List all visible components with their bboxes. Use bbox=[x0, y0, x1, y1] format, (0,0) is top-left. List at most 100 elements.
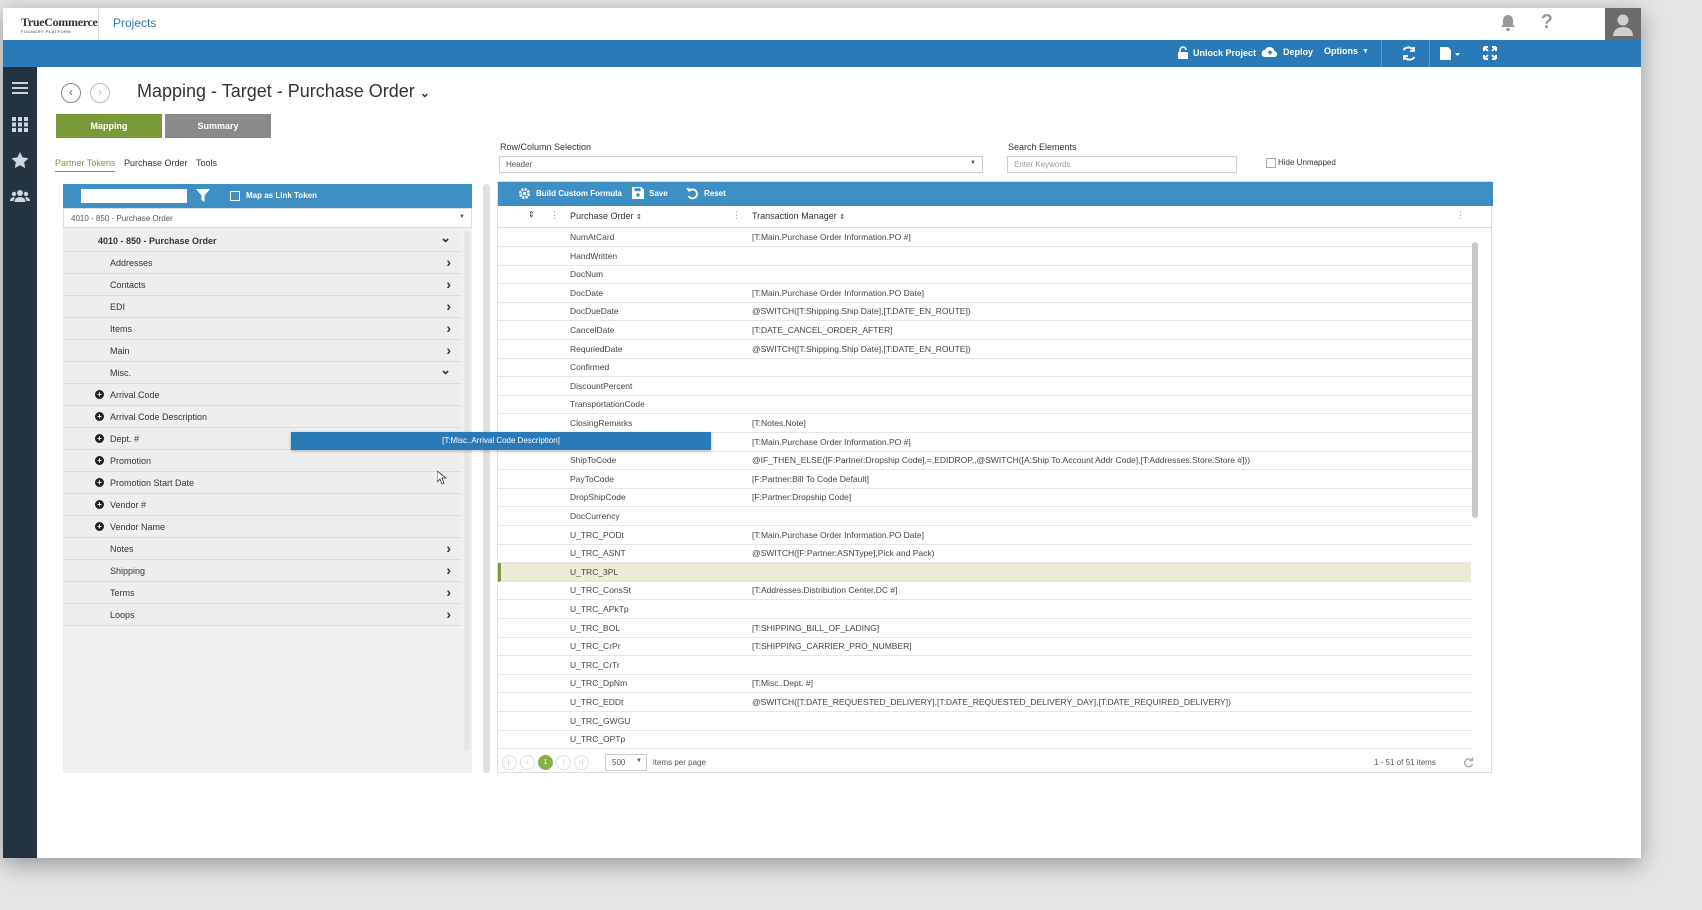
table-row[interactable]: U_TRC_CrTr bbox=[498, 656, 1471, 675]
tree-group[interactable]: Loops › bbox=[63, 604, 461, 626]
table-row[interactable]: U_TRC_PODt [T:Main.Purchase Order Informa… bbox=[498, 526, 1471, 545]
expand-plus-icon[interactable]: + bbox=[95, 434, 104, 443]
transaction-manager-mapping[interactable]: @SWITCH([F:Partner:ASNType],Pick and Pac… bbox=[752, 548, 935, 559]
column-transaction-manager[interactable]: Transaction Manager ⇕ bbox=[752, 211, 845, 221]
first-page-icon[interactable]: |‹ bbox=[502, 755, 517, 770]
table-row[interactable]: RequriedDate @SWITCH([T:Shipping.Ship Dat… bbox=[498, 340, 1471, 359]
token-item[interactable]: + Promotion Start Date bbox=[63, 472, 461, 494]
transaction-manager-mapping[interactable]: @IF_THEN_ELSE([F:Partner:Dropship Code],… bbox=[752, 455, 1251, 466]
tree-scrollbar[interactable] bbox=[464, 231, 470, 751]
message-type-select[interactable]: 4010 - 850 - Purchase Order ▼ bbox=[63, 208, 472, 228]
transaction-manager-mapping[interactable]: [T:Main.Purchase Order Information.PO Da… bbox=[752, 287, 924, 298]
table-row[interactable]: U_TRC_ConsSt [T:Addresses.Distribution Ce… bbox=[498, 581, 1471, 601]
page-size-select[interactable]: 500 ▼ bbox=[605, 754, 647, 771]
tree-root[interactable]: 4010 - 850 - Purchase Order ⌄ bbox=[63, 230, 461, 252]
column-menu-icon[interactable]: ⋮ bbox=[550, 210, 559, 220]
transaction-manager-mapping[interactable]: @SWITCH([T:Shipping.Ship Date],[T:DATE_E… bbox=[752, 306, 971, 317]
table-row[interactable]: U_TRC_CrPr [T:SHIPPING_CARRIER_PRO_NUMBER… bbox=[498, 637, 1471, 657]
table-row[interactable]: ClosingRemarks [T:Notes.Note] bbox=[498, 414, 1471, 433]
expand-plus-icon[interactable]: + bbox=[95, 412, 104, 421]
help-icon[interactable]: ? bbox=[1540, 11, 1553, 33]
transaction-manager-mapping[interactable]: [T:SHIPPING_CARRIER_PRO_NUMBER] bbox=[752, 641, 912, 652]
transaction-manager-mapping[interactable]: [T:DATE_CANCEL_ORDER_AFTER] bbox=[752, 325, 893, 335]
deploy-button[interactable]: Deploy bbox=[1261, 46, 1313, 58]
tree-group[interactable]: Main › bbox=[63, 340, 461, 362]
token-item[interactable]: + Vendor Name bbox=[63, 516, 461, 538]
table-row[interactable]: HandWritten bbox=[498, 247, 1471, 266]
table-row[interactable]: DocCurrency bbox=[498, 507, 1471, 526]
expand-plus-icon[interactable]: + bbox=[95, 478, 104, 487]
dragged-token[interactable]: [T:Misc..Arrival Code Description] bbox=[291, 432, 711, 450]
table-row[interactable]: U_TRC_BOL [T:SHIPPING_BILL_OF_LADING] bbox=[498, 619, 1471, 638]
tree-group[interactable]: Addresses › bbox=[63, 252, 461, 274]
reset-button[interactable]: Reset bbox=[686, 187, 726, 200]
hide-unmapped-checkbox[interactable] bbox=[1266, 158, 1276, 168]
unlock-project-button[interactable]: Unlock Project bbox=[1177, 46, 1256, 59]
transaction-manager-mapping[interactable]: [T:Addresses.Distribution Center.DC #] bbox=[752, 585, 898, 596]
filter-icon[interactable] bbox=[196, 189, 210, 203]
build-custom-formula-button[interactable]: Build Custom Formula bbox=[518, 187, 622, 200]
sort-icon[interactable]: ⇕ bbox=[528, 210, 535, 219]
avatar[interactable] bbox=[1605, 8, 1641, 40]
table-row[interactable]: Confirmed bbox=[498, 358, 1471, 378]
tree-group[interactable]: Shipping › bbox=[63, 560, 461, 582]
prev-page-icon[interactable]: ‹ bbox=[520, 755, 535, 770]
users-icon[interactable] bbox=[10, 187, 30, 205]
transaction-manager-mapping[interactable]: [T:Notes.Note] bbox=[752, 418, 806, 428]
expand-plus-icon[interactable]: + bbox=[95, 500, 104, 509]
nav-projects-link[interactable]: Projects bbox=[113, 16, 157, 30]
token-item[interactable]: + Arrival Code bbox=[63, 384, 461, 406]
bell-icon[interactable] bbox=[1500, 14, 1516, 32]
column-purchase-order[interactable]: Purchase Order ⇕ bbox=[570, 211, 642, 221]
transaction-manager-mapping[interactable]: [T:Main.Purchase Order Information.PO Da… bbox=[752, 529, 924, 540]
options-menu[interactable]: Options ▼ bbox=[1324, 46, 1369, 56]
menu-icon[interactable] bbox=[10, 79, 30, 97]
map-link-token-checkbox[interactable] bbox=[230, 191, 240, 201]
table-row[interactable]: DocDueDate @SWITCH([T:Shipping.Ship Date]… bbox=[498, 302, 1471, 322]
table-row[interactable]: DocDate [T:Main.Purchase Order Informatio… bbox=[498, 284, 1471, 303]
token-item[interactable]: + Arrival Code Description bbox=[63, 406, 461, 428]
table-row[interactable]: DropShipCode [F:Partner:Dropship Code] bbox=[498, 488, 1471, 508]
table-row[interactable]: DiscountPercent bbox=[498, 377, 1471, 396]
transaction-manager-mapping[interactable]: [T:Main.Purchase Order Information.PO #] bbox=[752, 436, 911, 447]
transaction-manager-mapping[interactable]: [T:SHIPPING_BILL_OF_LADING] bbox=[752, 622, 880, 633]
tree-group[interactable]: EDI › bbox=[63, 296, 461, 318]
table-row[interactable]: CancelDate [T:DATE_CANCEL_ORDER_AFTER] bbox=[498, 321, 1471, 340]
table-row[interactable]: TransportationCode bbox=[498, 395, 1471, 415]
token-item[interactable]: + Vendor # bbox=[63, 494, 461, 516]
transaction-manager-mapping[interactable]: [F:Partner:Dropship Code] bbox=[752, 492, 852, 503]
tree-group[interactable]: Notes › bbox=[63, 538, 461, 560]
expand-plus-icon[interactable]: + bbox=[95, 390, 104, 399]
table-row[interactable]: U_TRC_EDDt @SWITCH([T:DATE_REQUESTED_DELI… bbox=[498, 693, 1471, 712]
column-menu-icon[interactable]: ⋮ bbox=[1456, 210, 1465, 220]
transaction-manager-mapping[interactable]: @SWITCH([T:DATE_REQUESTED_DELIVERY],[T:D… bbox=[752, 697, 1231, 707]
file-export-icon[interactable] bbox=[1439, 46, 1461, 61]
tab-mapping[interactable]: Mapping bbox=[56, 114, 162, 138]
table-row[interactable]: ShipToCode @IF_THEN_ELSE([F:Partner:Drops… bbox=[498, 451, 1471, 471]
forward-button[interactable]: › bbox=[90, 83, 110, 103]
expand-icon[interactable] bbox=[1483, 46, 1497, 60]
token-item[interactable]: + Promotion bbox=[63, 450, 461, 472]
save-button[interactable]: Save bbox=[632, 187, 668, 199]
row-column-select[interactable]: Header ▼ bbox=[499, 156, 983, 173]
transaction-manager-mapping[interactable]: [F:Partner:Bill To Code Default] bbox=[752, 473, 870, 484]
table-row[interactable]: U_TRC_DpNm [T:Misc..Dept. #] bbox=[498, 674, 1471, 694]
table-row[interactable]: U_TRC_GWGU bbox=[498, 712, 1471, 731]
tree-group-misc[interactable]: Misc. ⌄ bbox=[63, 362, 461, 384]
transaction-manager-mapping[interactable]: [T:Main.Purchase Order Information.PO #] bbox=[752, 232, 911, 242]
tree-group[interactable]: Contacts › bbox=[63, 274, 461, 296]
star-icon[interactable] bbox=[10, 151, 30, 169]
table-row[interactable]: U_TRC_APkTp bbox=[498, 600, 1471, 619]
table-row[interactable]: DocNum bbox=[498, 265, 1471, 285]
expand-plus-icon[interactable]: + bbox=[95, 522, 104, 531]
column-menu-icon[interactable]: ⋮ bbox=[732, 210, 741, 220]
tree-group[interactable]: Terms › bbox=[63, 582, 461, 604]
table-row[interactable]: PayToCode [F:Partner:Bill To Code Default… bbox=[498, 470, 1471, 489]
grid-scrollbar[interactable] bbox=[1472, 242, 1478, 518]
subtab-tools[interactable]: Tools bbox=[196, 158, 218, 168]
expand-plus-icon[interactable]: + bbox=[95, 456, 104, 465]
refresh-icon[interactable] bbox=[1401, 46, 1417, 61]
tab-summary[interactable]: Summary bbox=[165, 114, 271, 138]
table-row[interactable]: [T:Main.Purchase Order Information.PO #] bbox=[498, 433, 1471, 452]
transaction-manager-mapping[interactable]: [T:Misc..Dept. #] bbox=[752, 678, 813, 689]
